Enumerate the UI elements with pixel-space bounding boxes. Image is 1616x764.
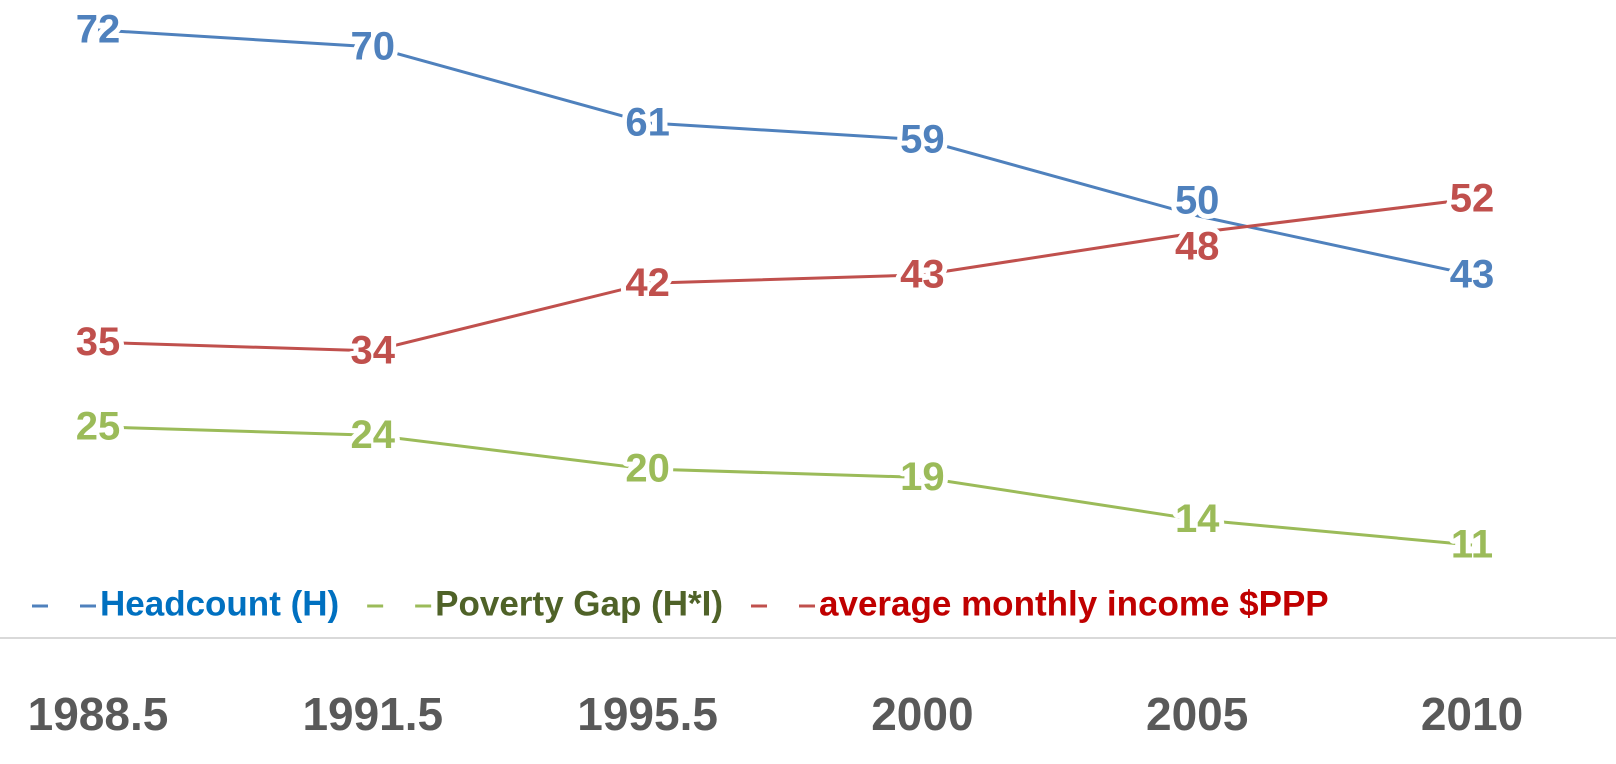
legend-item: Poverty Gap (H*I) — [367, 584, 723, 623]
x-tick-label: 2005 — [1146, 688, 1248, 740]
data-label: 19 — [900, 455, 945, 499]
data-label: 20 — [625, 447, 670, 491]
x-tick-label: 2000 — [871, 688, 973, 740]
legend-item: Headcount (H) — [32, 584, 339, 623]
data-label: 11 — [1451, 523, 1493, 567]
data-label: 24 — [351, 413, 396, 457]
data-label: 52 — [1450, 176, 1495, 220]
series-line — [97, 28, 1473, 277]
x-tick-label: 1988.5 — [28, 688, 169, 740]
data-label: 70 — [351, 24, 396, 68]
legend-label: Poverty Gap (H*I) — [435, 584, 723, 623]
data-label: 14 — [1175, 497, 1220, 541]
legend-item: average monthly income $PPP — [751, 584, 1329, 623]
x-tick-label: 1991.5 — [302, 688, 443, 740]
series-line — [97, 197, 1473, 353]
data-label: 48 — [1175, 225, 1220, 269]
x-tick-label: 2010 — [1421, 688, 1523, 740]
data-label: 59 — [900, 117, 945, 161]
data-label: 61 — [625, 100, 670, 144]
data-label: 43 — [900, 252, 945, 296]
legend-label: Headcount (H) — [100, 584, 339, 623]
data-label: 72 — [76, 8, 121, 52]
series-line — [97, 425, 1473, 547]
data-label: 34 — [351, 328, 396, 372]
data-label: 42 — [625, 261, 670, 305]
x-tick-label: 1995.5 — [577, 688, 718, 740]
data-label: 35 — [76, 320, 121, 364]
data-label: 25 — [76, 404, 121, 448]
data-label: 43 — [1450, 252, 1495, 296]
legend-label: average monthly income $PPP — [819, 584, 1329, 623]
data-label: 50 — [1175, 179, 1220, 223]
